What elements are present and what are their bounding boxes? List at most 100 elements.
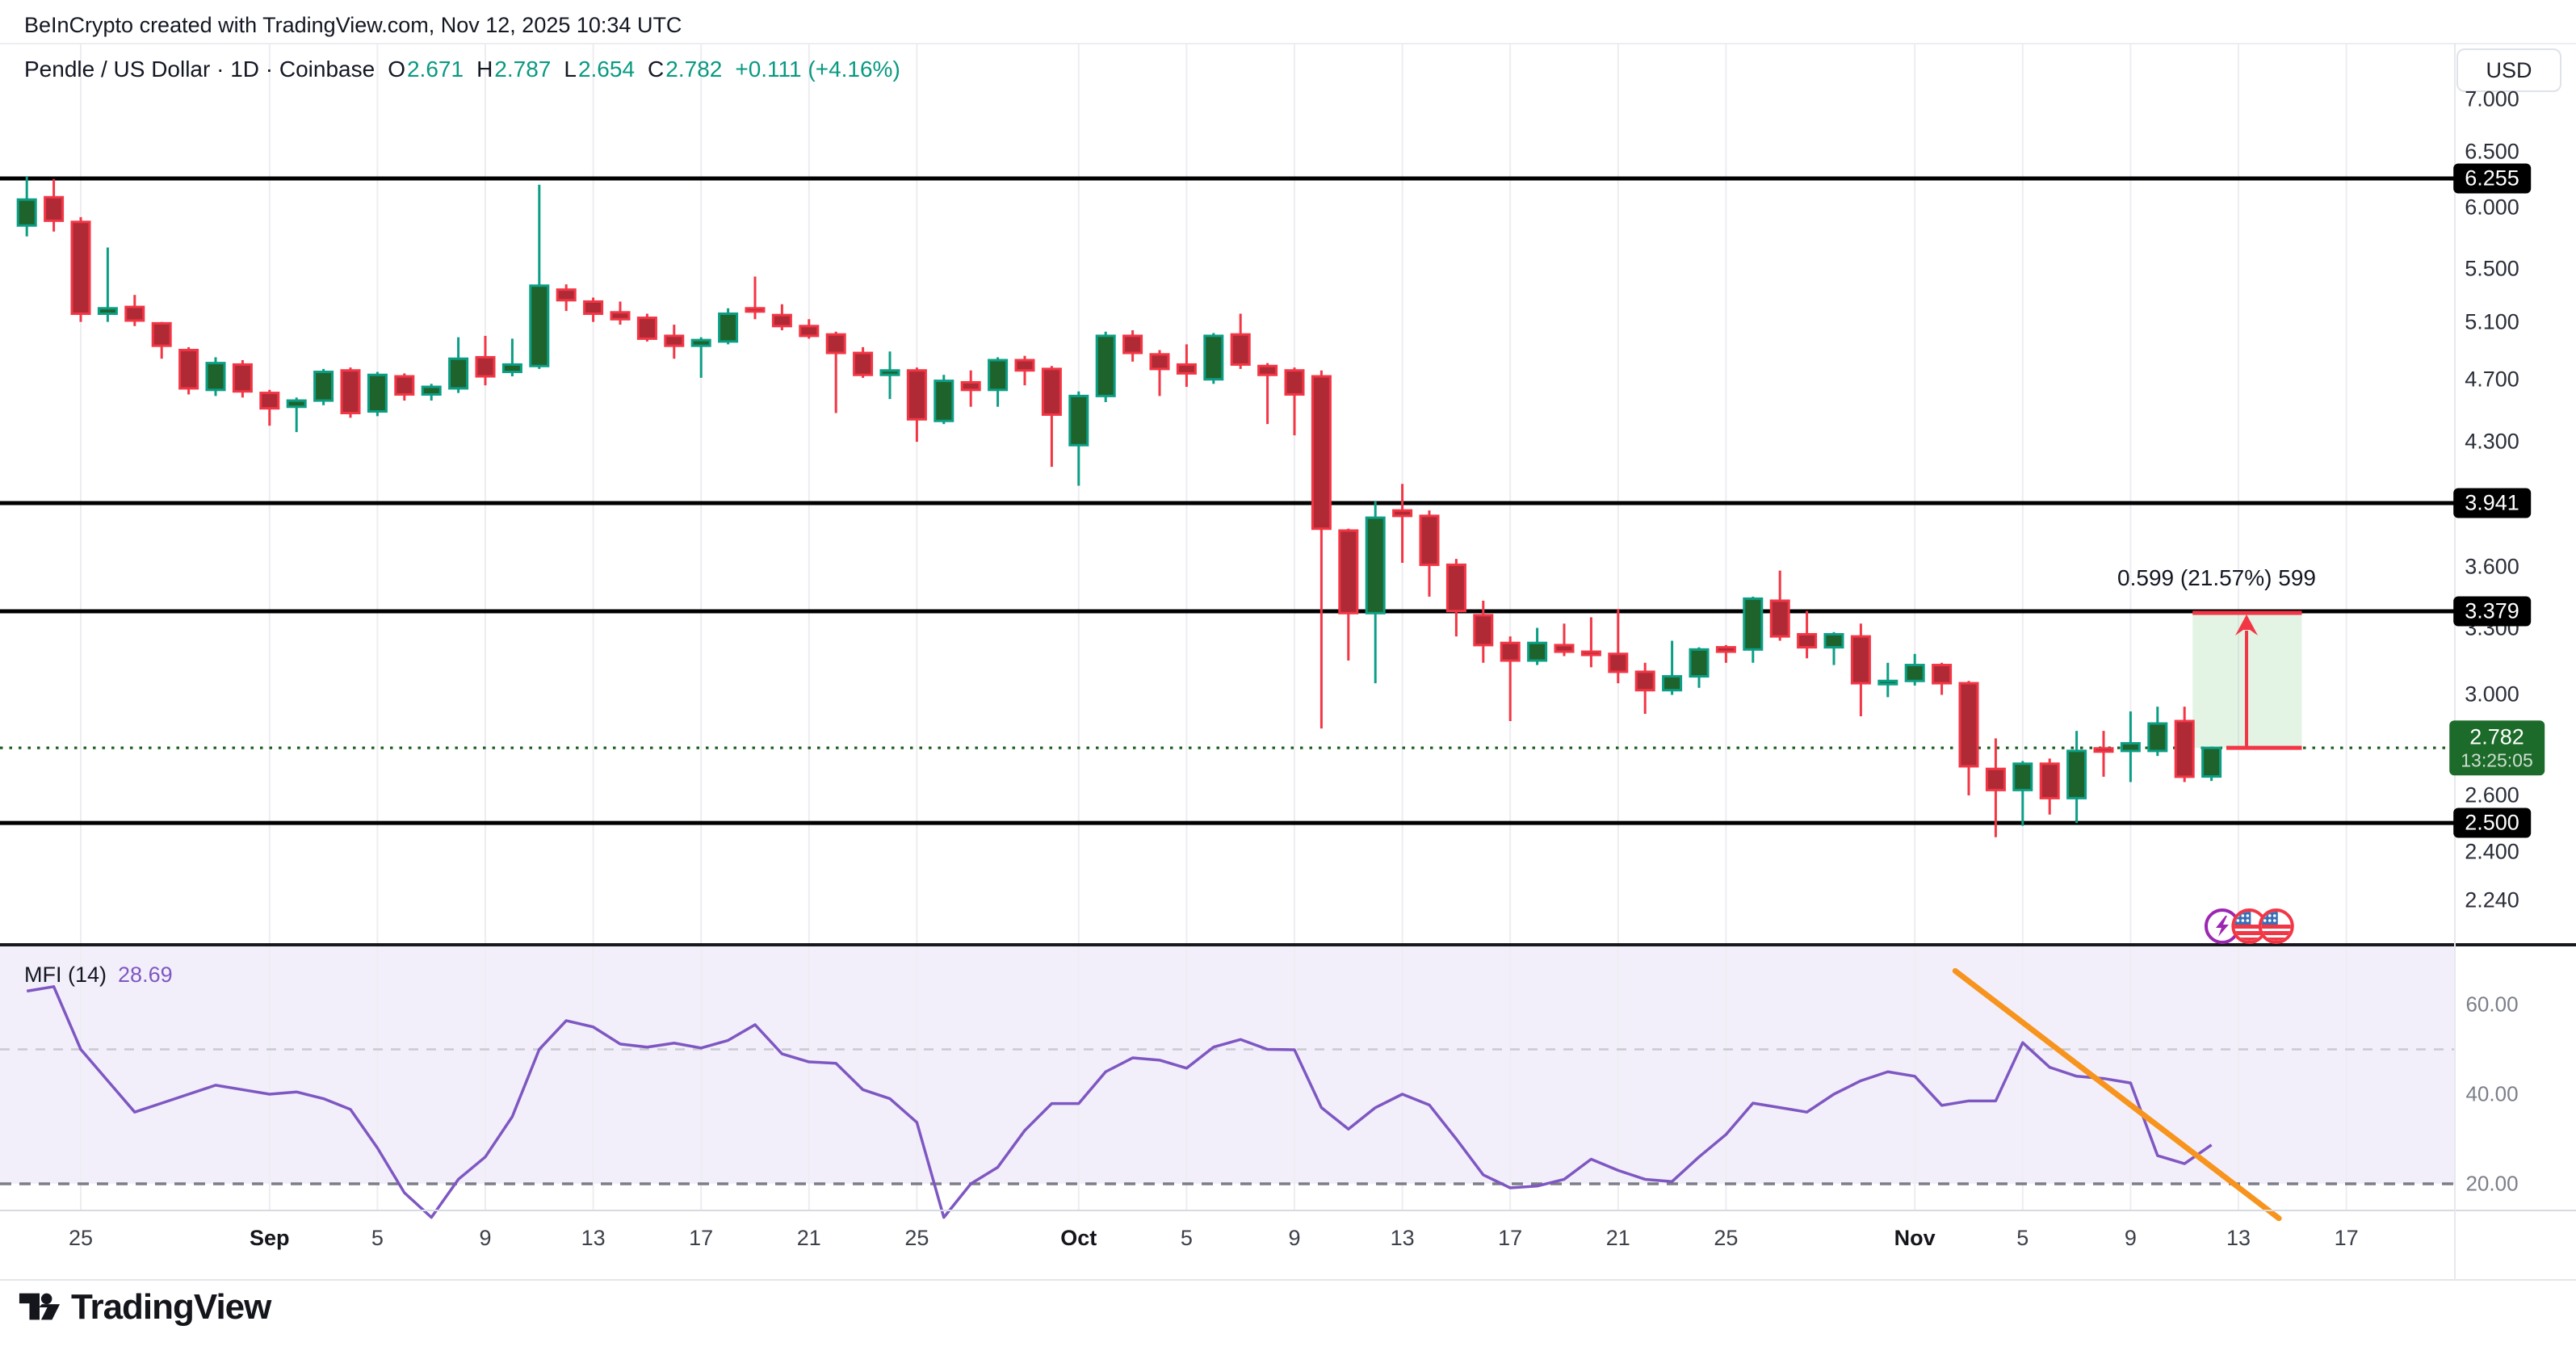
time-axis-label[interactable]: 25 bbox=[904, 1226, 929, 1250]
price-axis-label: 7.000 bbox=[2465, 86, 2519, 111]
candle bbox=[2093, 731, 2114, 777]
time-axis-label[interactable]: Nov bbox=[1894, 1226, 1936, 1250]
price-level-badge[interactable]: 3.941 bbox=[2453, 488, 2531, 518]
candle bbox=[1769, 570, 1790, 641]
candle bbox=[448, 337, 469, 393]
candle bbox=[1823, 631, 1844, 665]
candle bbox=[340, 367, 361, 418]
candle bbox=[1068, 391, 1089, 486]
candle bbox=[394, 373, 415, 401]
price-level-badge[interactable]: 6.255 bbox=[2453, 163, 2531, 194]
candle bbox=[1203, 333, 1224, 384]
candle bbox=[178, 346, 199, 395]
candle bbox=[1041, 366, 1062, 468]
time-axis-label[interactable]: 9 bbox=[2124, 1226, 2137, 1250]
candle bbox=[1392, 484, 1413, 563]
candle bbox=[2012, 761, 2033, 826]
price-axis-label: 3.000 bbox=[2465, 682, 2519, 707]
candle bbox=[664, 325, 685, 359]
candle bbox=[1311, 370, 1332, 729]
tradingview-logo-icon bbox=[19, 1293, 61, 1320]
tradingview-logo[interactable]: TradingView bbox=[18, 1286, 271, 1329]
time-axis-label[interactable]: Oct bbox=[1060, 1226, 1097, 1250]
price-change: +0.111 (+4.16%) bbox=[735, 57, 900, 82]
symbol-info-bar[interactable]: Pendle / US Dollar · 1D · Coinbase O 2.67… bbox=[24, 57, 900, 82]
candle bbox=[70, 216, 91, 322]
candle bbox=[1850, 623, 1871, 716]
candle bbox=[1445, 559, 1466, 637]
tradingview-logo-text: TradingView bbox=[71, 1287, 271, 1327]
candle bbox=[1176, 344, 1197, 388]
candle bbox=[1365, 501, 1386, 684]
candle bbox=[1500, 636, 1521, 721]
candle bbox=[636, 313, 657, 342]
price-axis-label: 2.400 bbox=[2465, 839, 2519, 864]
time-axis-label[interactable]: 25 bbox=[1714, 1226, 1739, 1250]
us-flag-event-icon[interactable] bbox=[2258, 908, 2294, 944]
ohlc-pair: O 2.671 bbox=[388, 57, 464, 82]
candle bbox=[44, 178, 65, 232]
candle bbox=[583, 297, 604, 322]
candle bbox=[286, 397, 307, 433]
price-level-badge[interactable]: 3.379 bbox=[2453, 596, 2531, 627]
candle bbox=[259, 389, 280, 426]
time-axis-label[interactable]: Sep bbox=[250, 1226, 290, 1250]
candle bbox=[960, 370, 981, 407]
time-axis-label[interactable]: 13 bbox=[1390, 1226, 1415, 1250]
time-axis-label[interactable]: 25 bbox=[68, 1226, 94, 1250]
candle bbox=[1904, 653, 1925, 686]
time-axis-label[interactable]: 17 bbox=[689, 1226, 714, 1250]
candle bbox=[1715, 644, 1736, 663]
time-axis-label[interactable]: 9 bbox=[1288, 1226, 1301, 1250]
candle bbox=[906, 367, 927, 443]
candle bbox=[421, 384, 442, 401]
candle bbox=[313, 368, 334, 405]
time-axis-label[interactable]: 21 bbox=[796, 1226, 821, 1250]
price-axis-label: 5.100 bbox=[2465, 309, 2519, 334]
candle bbox=[1662, 640, 1683, 695]
candle bbox=[529, 184, 550, 369]
candle bbox=[1473, 600, 1494, 663]
candle bbox=[232, 360, 253, 398]
price-axis-label: 2.240 bbox=[2465, 887, 2519, 912]
candle bbox=[1932, 662, 1953, 695]
ohlc-values: O 2.671 H 2.787 L 2.654 C 2.782 bbox=[388, 57, 722, 82]
time-axis-label[interactable]: 17 bbox=[2334, 1226, 2359, 1250]
mfi-trendline[interactable] bbox=[1952, 967, 2282, 1222]
time-axis-label[interactable]: 5 bbox=[1180, 1226, 1193, 1250]
symbol-title[interactable]: Pendle / US Dollar · 1D · Coinbase bbox=[24, 57, 375, 82]
time-axis-label[interactable]: 13 bbox=[2226, 1226, 2251, 1250]
candle bbox=[1689, 647, 1710, 688]
time-axis-label[interactable]: 17 bbox=[1498, 1226, 1523, 1250]
last-price-badge[interactable]: 2.782 13:25:05 bbox=[2449, 720, 2545, 775]
price-axis-label: 5.500 bbox=[2465, 256, 2519, 281]
time-axis-label[interactable]: 5 bbox=[2016, 1226, 2029, 1250]
candle bbox=[690, 337, 711, 378]
candle bbox=[2201, 746, 2222, 782]
candle bbox=[1419, 510, 1440, 597]
candle bbox=[2120, 711, 2141, 782]
candle bbox=[1608, 609, 1629, 684]
ohlc-pair: C 2.782 bbox=[648, 57, 723, 82]
currency-button[interactable]: USD bbox=[2456, 48, 2561, 92]
candle bbox=[745, 276, 766, 320]
price-level-badge[interactable]: 2.500 bbox=[2453, 808, 2531, 838]
candle bbox=[879, 351, 900, 400]
candle bbox=[825, 331, 846, 413]
time-axis-label[interactable]: 5 bbox=[371, 1226, 384, 1250]
price-axis-label: 4.300 bbox=[2465, 429, 2519, 454]
mfi-line[interactable] bbox=[26, 985, 2213, 1219]
candle bbox=[1527, 627, 1548, 665]
mfi-indicator-header[interactable]: MFI (14) 28.69 bbox=[24, 963, 173, 988]
countdown-timer: 13:25:05 bbox=[2461, 749, 2533, 771]
price-axis-label: 4.700 bbox=[2465, 367, 2519, 392]
time-axis-label[interactable]: 9 bbox=[479, 1226, 492, 1250]
price-axis-label: 6.000 bbox=[2465, 195, 2519, 220]
time-axis-label[interactable]: 13 bbox=[581, 1226, 606, 1250]
candle bbox=[1014, 355, 1035, 386]
candle bbox=[1230, 313, 1251, 369]
candle bbox=[771, 304, 792, 330]
candle bbox=[97, 247, 118, 322]
time-axis-label[interactable]: 21 bbox=[1605, 1226, 1630, 1250]
